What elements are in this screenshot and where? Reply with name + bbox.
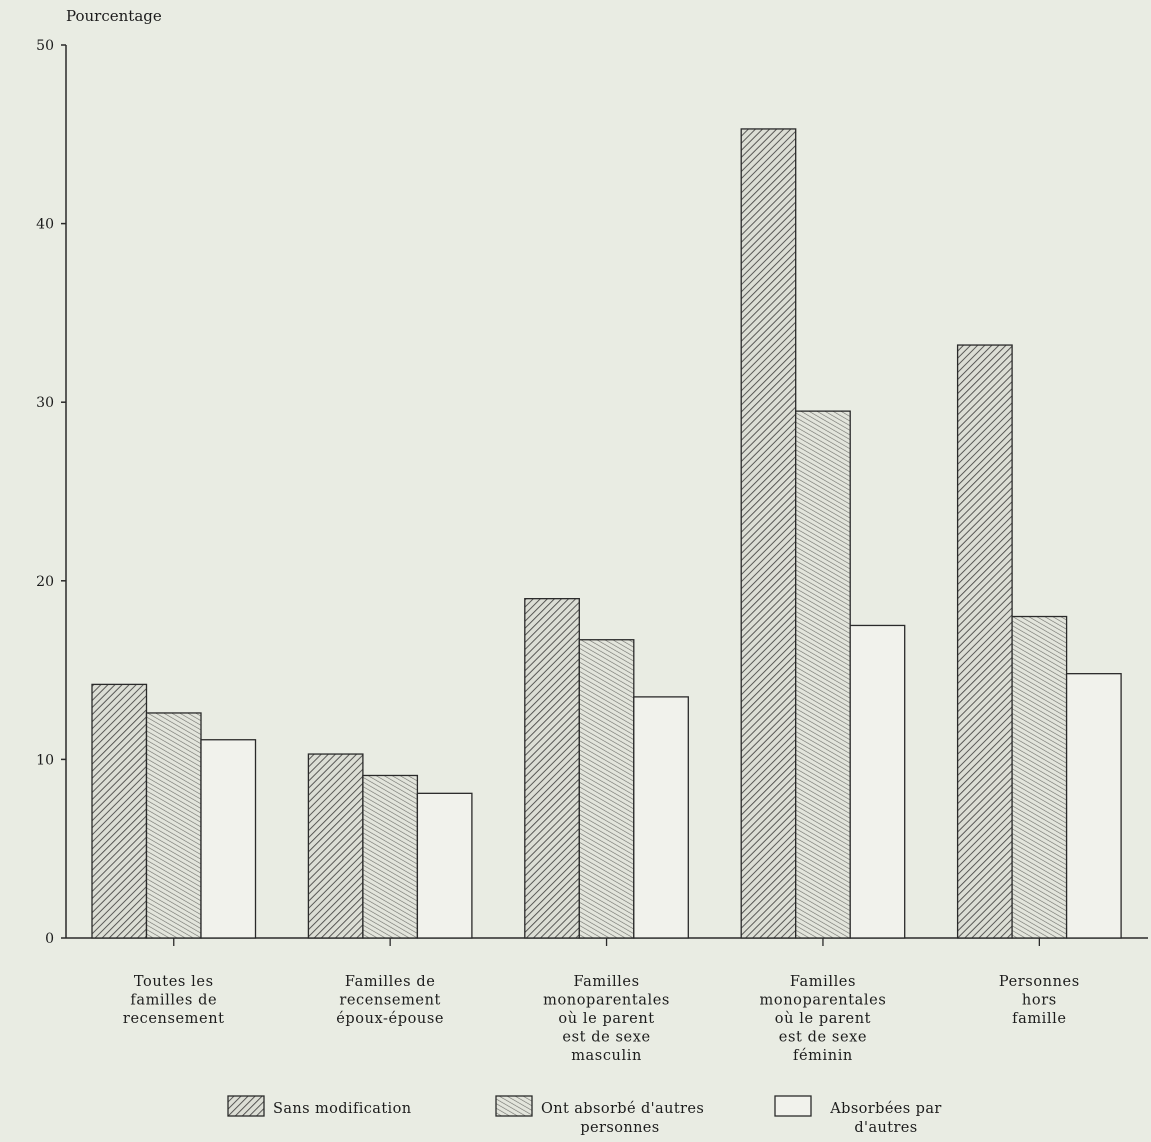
category-labels: Toutes les familles de recensement Familles… bbox=[123, 974, 1080, 1064]
bar bbox=[91, 683, 148, 939]
bar bbox=[200, 739, 257, 939]
y-tick-label: 30 bbox=[36, 395, 54, 411]
legend-label: Absorbées par bbox=[829, 1101, 941, 1117]
legend: Sans modification Ont absorbé d'autres per… bbox=[227, 1095, 941, 1136]
bar bbox=[633, 696, 689, 939]
bar bbox=[1065, 673, 1122, 939]
category-label: recensement bbox=[123, 1011, 225, 1027]
y-tick-label: 0 bbox=[45, 931, 54, 947]
category-label: Familles bbox=[573, 974, 639, 990]
bar bbox=[1011, 615, 1068, 939]
category-label: monoparentales bbox=[543, 993, 670, 1009]
bar bbox=[956, 344, 1013, 939]
category-label: masculin bbox=[571, 1048, 642, 1064]
category-label: Toutes les bbox=[134, 974, 214, 990]
y-tick-label: 20 bbox=[36, 574, 54, 590]
category-label: familles de bbox=[130, 993, 217, 1009]
category-label: où le parent bbox=[558, 1011, 654, 1027]
category-label: Personnes bbox=[999, 974, 1080, 990]
bar bbox=[740, 128, 797, 939]
y-tick-label: 10 bbox=[36, 752, 54, 768]
category-label: recensement bbox=[339, 993, 441, 1009]
bar bbox=[578, 639, 635, 939]
bar bbox=[145, 712, 202, 939]
y-tick-label: 50 bbox=[36, 38, 54, 54]
bar bbox=[416, 792, 473, 939]
bar bbox=[849, 624, 906, 939]
x-ticks bbox=[173, 938, 1040, 946]
category-label: féminin bbox=[793, 1048, 853, 1064]
legend-swatch bbox=[774, 1095, 812, 1117]
legend-label: Ont absorbé d'autres bbox=[541, 1101, 704, 1117]
y-ticks: 0 10 20 30 40 50 bbox=[36, 38, 66, 947]
legend-label: Sans modification bbox=[273, 1101, 411, 1117]
legend-swatch bbox=[495, 1095, 533, 1117]
bars bbox=[91, 128, 1122, 939]
legend-label: personnes bbox=[580, 1120, 659, 1136]
bar bbox=[524, 598, 580, 939]
category-label: est de sexe bbox=[779, 1030, 867, 1046]
y-tick-label: 40 bbox=[36, 217, 54, 233]
category-label: monoparentales bbox=[760, 993, 887, 1009]
category-label: Familles de bbox=[345, 974, 435, 990]
category-label: où le parent bbox=[775, 1011, 871, 1027]
category-label: est de sexe bbox=[562, 1030, 650, 1046]
category-label: famille bbox=[1012, 1011, 1066, 1027]
legend-label: d'autres bbox=[854, 1120, 917, 1136]
bar bbox=[795, 410, 851, 939]
category-label: Familles bbox=[790, 974, 856, 990]
bar bbox=[307, 753, 364, 939]
category-label: hors bbox=[1022, 993, 1057, 1009]
y-axis-title: Pourcentage bbox=[66, 7, 162, 25]
legend-swatch bbox=[227, 1095, 265, 1117]
category-label: époux-épouse bbox=[336, 1011, 444, 1027]
bar bbox=[362, 774, 419, 939]
